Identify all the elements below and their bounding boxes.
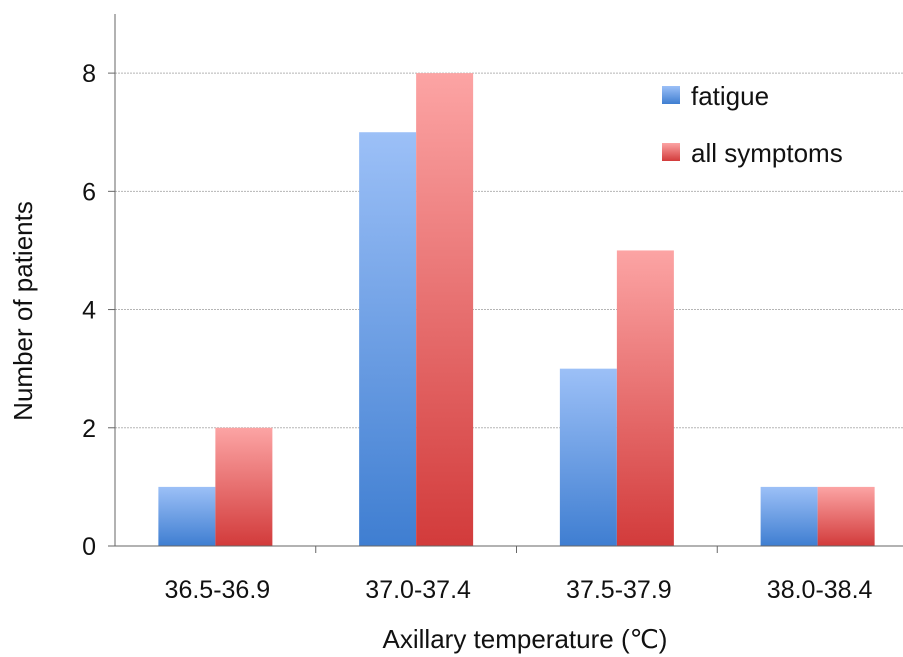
x-tick-label: 37.0-37.4 — [365, 576, 471, 604]
y-axis-title: Number of patients — [8, 201, 38, 421]
y-tick-label: 6 — [82, 178, 96, 206]
legend: fatigue all symptoms — [662, 81, 843, 168]
legend-swatch-all-symptoms — [662, 143, 680, 161]
x-tick-label: 37.5-37.9 — [566, 576, 672, 604]
tick-labels: 0 2 4 6 8 36.5-36.9 37.0-37.4 37.5-37.9 38.0-38.… — [82, 60, 872, 604]
bar-all-symptoms-3 — [817, 486, 875, 546]
legend-label-fatigue: fatigue — [691, 81, 769, 111]
bar-all-symptoms-2 — [616, 250, 674, 546]
bar-all-symptoms-1 — [416, 73, 474, 546]
x-axis-title: Axillary temperature (℃) — [383, 624, 668, 654]
bars — [158, 73, 875, 546]
x-tick-label: 38.0-38.4 — [767, 576, 873, 604]
bar-fatigue-0 — [158, 486, 216, 546]
bar-fatigue-1 — [359, 132, 417, 546]
bar-all-symptoms-0 — [215, 427, 273, 546]
legend-swatch-fatigue — [662, 86, 680, 104]
bar-fatigue-2 — [559, 368, 617, 546]
y-tick-label: 8 — [82, 60, 96, 88]
bar-fatigue-3 — [760, 486, 818, 546]
x-tick-label: 36.5-36.9 — [165, 576, 271, 604]
y-tick-label: 4 — [82, 297, 96, 325]
y-tick-label: 2 — [82, 415, 96, 443]
gridlines — [115, 72, 903, 429]
y-tick-label: 0 — [82, 533, 96, 561]
axes — [108, 14, 903, 553]
legend-label-all-symptoms: all symptoms — [691, 138, 843, 168]
